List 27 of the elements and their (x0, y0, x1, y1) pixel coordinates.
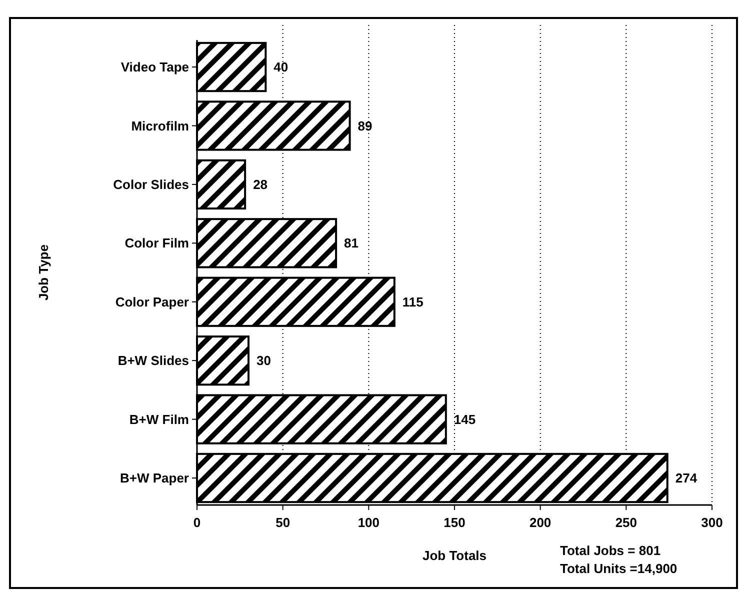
data-label: 28 (253, 176, 268, 192)
x-tick-label: 150 (444, 515, 466, 530)
x-axis-title: Job Totals (422, 548, 487, 563)
data-label: 89 (358, 118, 372, 134)
data-label: 115 (402, 294, 424, 310)
y-tick-label: B+W Film (129, 412, 189, 427)
data-label: 145 (454, 412, 476, 427)
x-tick-label: 50 (276, 515, 290, 530)
y-tick-label: B+W Slides (118, 353, 189, 368)
text: Total Units =14,900 (560, 561, 678, 576)
y-tick-label: Microfilm (131, 118, 189, 134)
y-tick-label: Color Paper (115, 294, 189, 310)
x-tick-label: 100 (358, 515, 380, 530)
x-tick-label: 200 (529, 515, 552, 530)
data-label: 81 (344, 236, 359, 251)
y-tick-label: B+W Paper (120, 470, 189, 486)
data-label: 274 (675, 470, 698, 486)
y-tick-label: Video Tape (120, 60, 189, 75)
text: Total Jobs = 801 (560, 543, 661, 558)
y-tick-label: Color Film (124, 236, 189, 251)
x-tick-label: 300 (701, 515, 723, 530)
y-tick-label: Color Slides (113, 176, 189, 192)
x-tick-label: 250 (615, 515, 638, 530)
data-label: 40 (274, 60, 288, 75)
data-label: 30 (256, 353, 271, 368)
x-tick-label: 0 (193, 515, 201, 530)
y-axis-title: Job Type (36, 244, 51, 301)
